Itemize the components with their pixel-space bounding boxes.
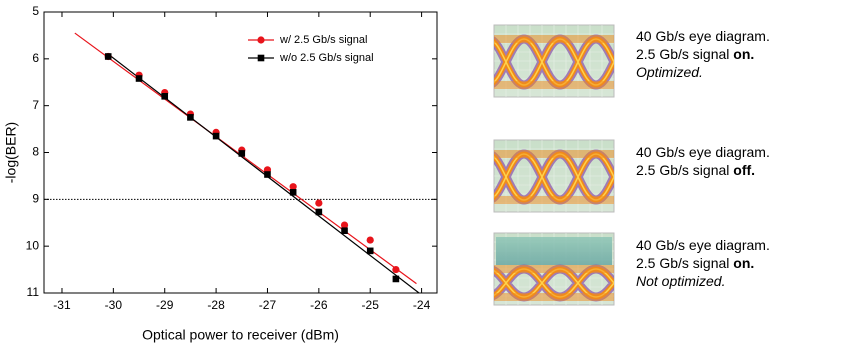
eye-noise <box>496 237 612 265</box>
eye-rail <box>494 265 614 273</box>
fit-line <box>108 54 419 293</box>
data-point <box>161 93 168 100</box>
caption-line: 2.5 Gb/s signal on. <box>636 255 754 271</box>
caption-text: 40 Gb/s eye diagram. <box>636 144 770 160</box>
caption-line: Not optimized. <box>636 273 725 289</box>
data-point <box>315 199 322 206</box>
eye-rail <box>494 81 614 89</box>
data-point <box>290 189 297 196</box>
data-point <box>213 133 220 140</box>
eye-rail <box>494 150 614 158</box>
data-point <box>393 276 400 283</box>
caption-text: Optimized. <box>636 64 703 80</box>
caption-text: 2.5 Gb/s signal <box>636 255 733 271</box>
caption-text: 2.5 Gb/s signal <box>636 46 733 62</box>
legend-label: w/ 2.5 Gb/s signal <box>279 34 367 46</box>
data-point <box>105 53 112 60</box>
caption-text: off. <box>733 162 755 178</box>
data-point <box>264 171 271 178</box>
legend-marker <box>258 55 265 62</box>
caption-text: 40 Gb/s eye diagram. <box>636 237 770 253</box>
caption-text: on. <box>733 255 754 271</box>
y-tick-label: 5 <box>32 4 39 18</box>
fit-line <box>75 33 417 284</box>
data-point <box>238 150 245 157</box>
y-tick-label: 8 <box>32 145 39 159</box>
eye-rail <box>494 196 614 204</box>
y-tick-label: 9 <box>32 192 39 206</box>
y-axis-label: -log(BER) <box>3 122 19 183</box>
x-tick-label: -29 <box>156 298 174 312</box>
x-tick-label: -28 <box>207 298 225 312</box>
caption-line: 2.5 Gb/s signal on. <box>636 46 754 62</box>
data-point <box>392 266 399 273</box>
data-point <box>136 75 143 82</box>
data-point <box>367 236 374 243</box>
x-tick-label: -27 <box>259 298 277 312</box>
caption-text: 2.5 Gb/s signal <box>636 162 733 178</box>
caption-text: 40 Gb/s eye diagram. <box>636 28 770 44</box>
x-tick-label: -25 <box>362 298 380 312</box>
caption-line: 40 Gb/s eye diagram. <box>636 237 770 253</box>
caption-text: Not optimized. <box>636 273 725 289</box>
caption-line: 2.5 Gb/s signal off. <box>636 162 755 178</box>
eye-rail <box>494 293 614 301</box>
legend-label: w/o 2.5 Gb/s signal <box>279 52 374 64</box>
x-axis-label: Optical power to receiver (dBm) <box>142 327 339 343</box>
y-tick-label: 7 <box>32 98 39 112</box>
data-point <box>341 227 348 234</box>
x-tick-label: -26 <box>310 298 328 312</box>
caption-text: on. <box>733 46 754 62</box>
eye-rail <box>494 35 614 43</box>
data-point <box>316 209 323 216</box>
data-point <box>187 114 194 121</box>
x-tick-label: -30 <box>105 298 123 312</box>
caption-line: 40 Gb/s eye diagram. <box>636 144 770 160</box>
y-tick-label: 6 <box>32 51 39 65</box>
y-tick-label: 11 <box>27 285 40 299</box>
x-tick-label: -31 <box>53 298 71 312</box>
caption-line: Optimized. <box>636 64 703 80</box>
data-point <box>367 248 374 255</box>
legend-marker <box>257 36 264 43</box>
x-tick-label: -24 <box>413 298 431 312</box>
caption-line: 40 Gb/s eye diagram. <box>636 28 770 44</box>
figure: 5 6 7 8 9 10 11 -31 -30 -29 -28 -27 -26 -25 -24 Optical… <box>0 0 846 347</box>
y-tick-label: 10 <box>26 238 40 252</box>
